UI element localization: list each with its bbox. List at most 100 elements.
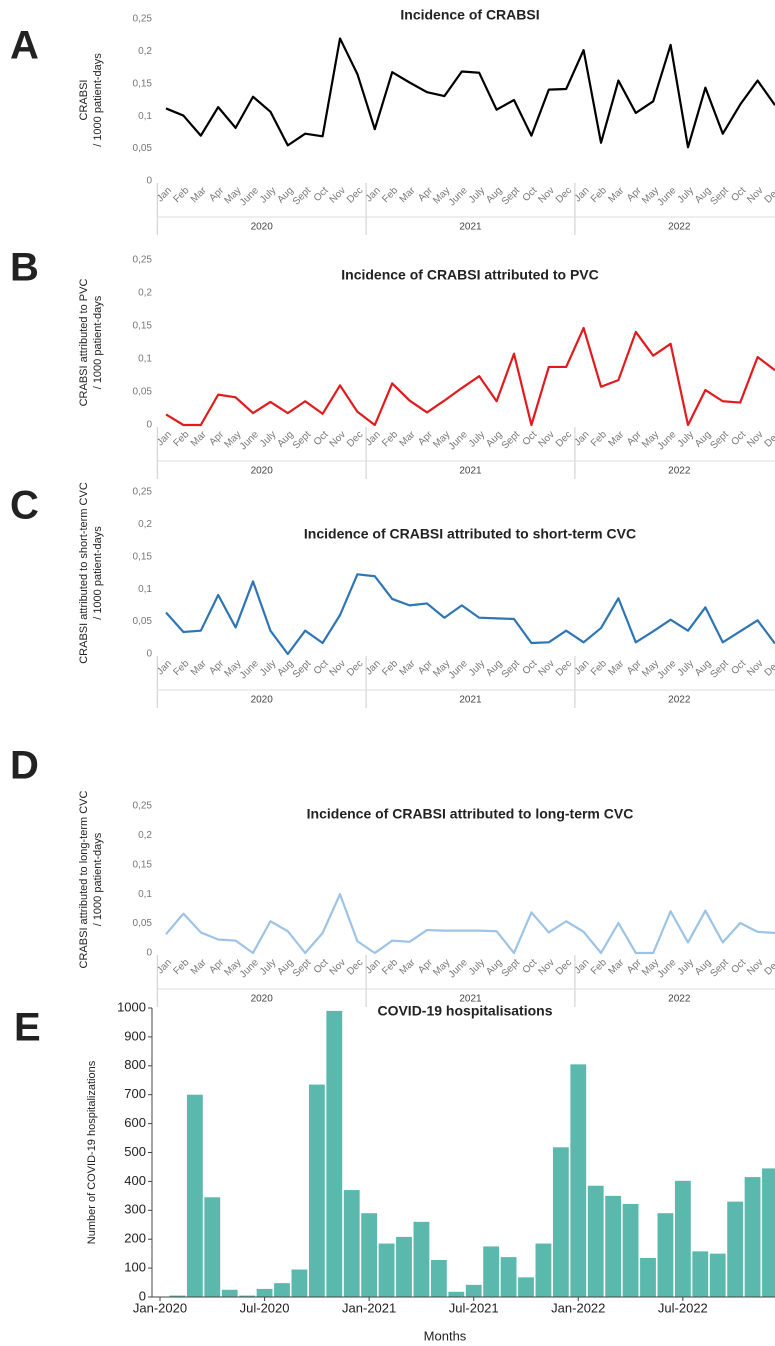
x-tick-label: Nov [328,185,348,205]
y-tick-label: 200 [124,1231,146,1246]
x-tick-label: June [238,429,261,452]
x-tick-label: June [447,957,470,980]
bar [657,1213,674,1297]
y-tick-label: 500 [124,1144,146,1159]
bar [552,1147,569,1297]
y-tick-label: 700 [124,1086,146,1101]
bar [239,1295,256,1297]
bar [762,1168,775,1297]
y-tick-label: 0,25 [133,487,153,498]
panel-letter: C [10,484,39,528]
x-tick-label: Dec [763,429,775,449]
x-tick-label: Mar [398,429,418,449]
y-tick-label: 0,1 [138,354,152,365]
x-tick-label: Nov [745,658,765,678]
x-tick-label: Oct [312,658,331,677]
x-tick-label: July [258,185,278,205]
x-tick-label: June [238,185,261,208]
x-tick-label: July [676,957,696,977]
bar [674,1180,691,1297]
x-tick-label: June [238,957,261,980]
y-tick-label: 0,1 [138,584,152,595]
x-tick-label: Sept [291,658,313,680]
bar [221,1289,238,1297]
x-tick-label: Feb [380,429,400,449]
y-tick-label: 0,15 [133,551,153,562]
x-tick-label: Sept [291,429,313,451]
x-tick-label: June [238,658,261,681]
x-tick-label: June [655,658,678,681]
x-tick-label: Nov [536,658,556,678]
bar [291,1269,308,1297]
x-tick-label: Dec [763,957,775,977]
y-tick-label: 0,25 [133,14,153,25]
x-tick-label: July [676,658,696,678]
x-tick-label: Mar [606,658,626,678]
bar [413,1221,430,1297]
bar [605,1195,622,1297]
data-line [165,573,775,656]
x-tick-label: Nov [536,957,556,977]
y-tick-label: 0 [146,176,152,187]
x-tick-label: Mar [189,185,209,205]
x-tick-label: Feb [380,658,400,678]
group-label: 2021 [459,994,482,1005]
x-axis-label: Months [424,1328,467,1343]
x-tick-label: July [258,957,278,977]
y-tick-label: 0 [139,1288,146,1303]
bar [535,1243,552,1297]
bar [465,1284,482,1297]
group-label: 2021 [459,695,482,706]
x-tick-label: Sept [708,185,730,207]
x-tick-label: Sept [708,429,730,451]
x-tick-label: Sept [500,957,522,979]
y-tick-label: 0,15 [133,859,153,870]
x-tick-label: Oct [729,957,748,976]
y-tick-label: 0,05 [133,616,153,627]
x-tick-label: June [655,957,678,980]
y-tick-label: 0,2 [138,519,152,530]
group-label: 2022 [668,222,691,233]
bar [518,1277,534,1297]
x-tick-label: Feb [589,429,609,449]
x-tick-label: Oct [521,429,540,448]
x-tick-label: Jul-2022 [658,1300,708,1315]
x-tick-label: Oct [729,185,748,204]
y-tick-label: 0,1 [138,889,152,900]
group-label: 2021 [459,466,482,477]
x-tick-label: Feb [589,658,609,678]
y-tick-label: 1000 [117,999,146,1014]
x-tick-label: Sept [500,658,522,680]
group-label: 2021 [459,222,482,233]
x-tick-label: Dec [763,658,775,678]
y-axis-label: / 1000 patient-days [92,832,104,926]
y-tick-label: 900 [124,1028,146,1043]
chart-title: Incidence of CRABSI [400,7,539,23]
bar [483,1246,500,1297]
y-axis-label: Number of COVID-19 hospitalizations [86,1060,98,1244]
group-label: 2020 [251,994,274,1005]
x-tick-label: Sept [500,185,522,207]
bar [186,1094,203,1297]
x-tick-label: Nov [328,957,348,977]
y-axis-label: / 1000 patient-days [92,53,104,147]
data-line [165,326,775,427]
y-tick-label: 0 [146,948,152,959]
x-tick-label: June [655,429,678,452]
x-tick-label: Mar [398,957,418,977]
y-tick-label: 0,25 [133,255,153,266]
x-tick-label: Dec [763,185,775,205]
x-tick-label: July [258,658,278,678]
x-tick-label: Jan-2022 [551,1300,605,1315]
x-tick-label: Dec [345,658,365,678]
x-tick-label: July [676,429,696,449]
x-tick-label: July [467,957,487,977]
y-axis-label: / 1000 patient-days [92,295,104,389]
x-tick-label: Oct [521,658,540,677]
x-tick-label: Mar [398,185,418,205]
y-tick-label: 0,05 [133,387,153,398]
x-tick-label: July [676,185,696,205]
x-tick-label: Feb [380,957,400,977]
bar [396,1236,412,1297]
